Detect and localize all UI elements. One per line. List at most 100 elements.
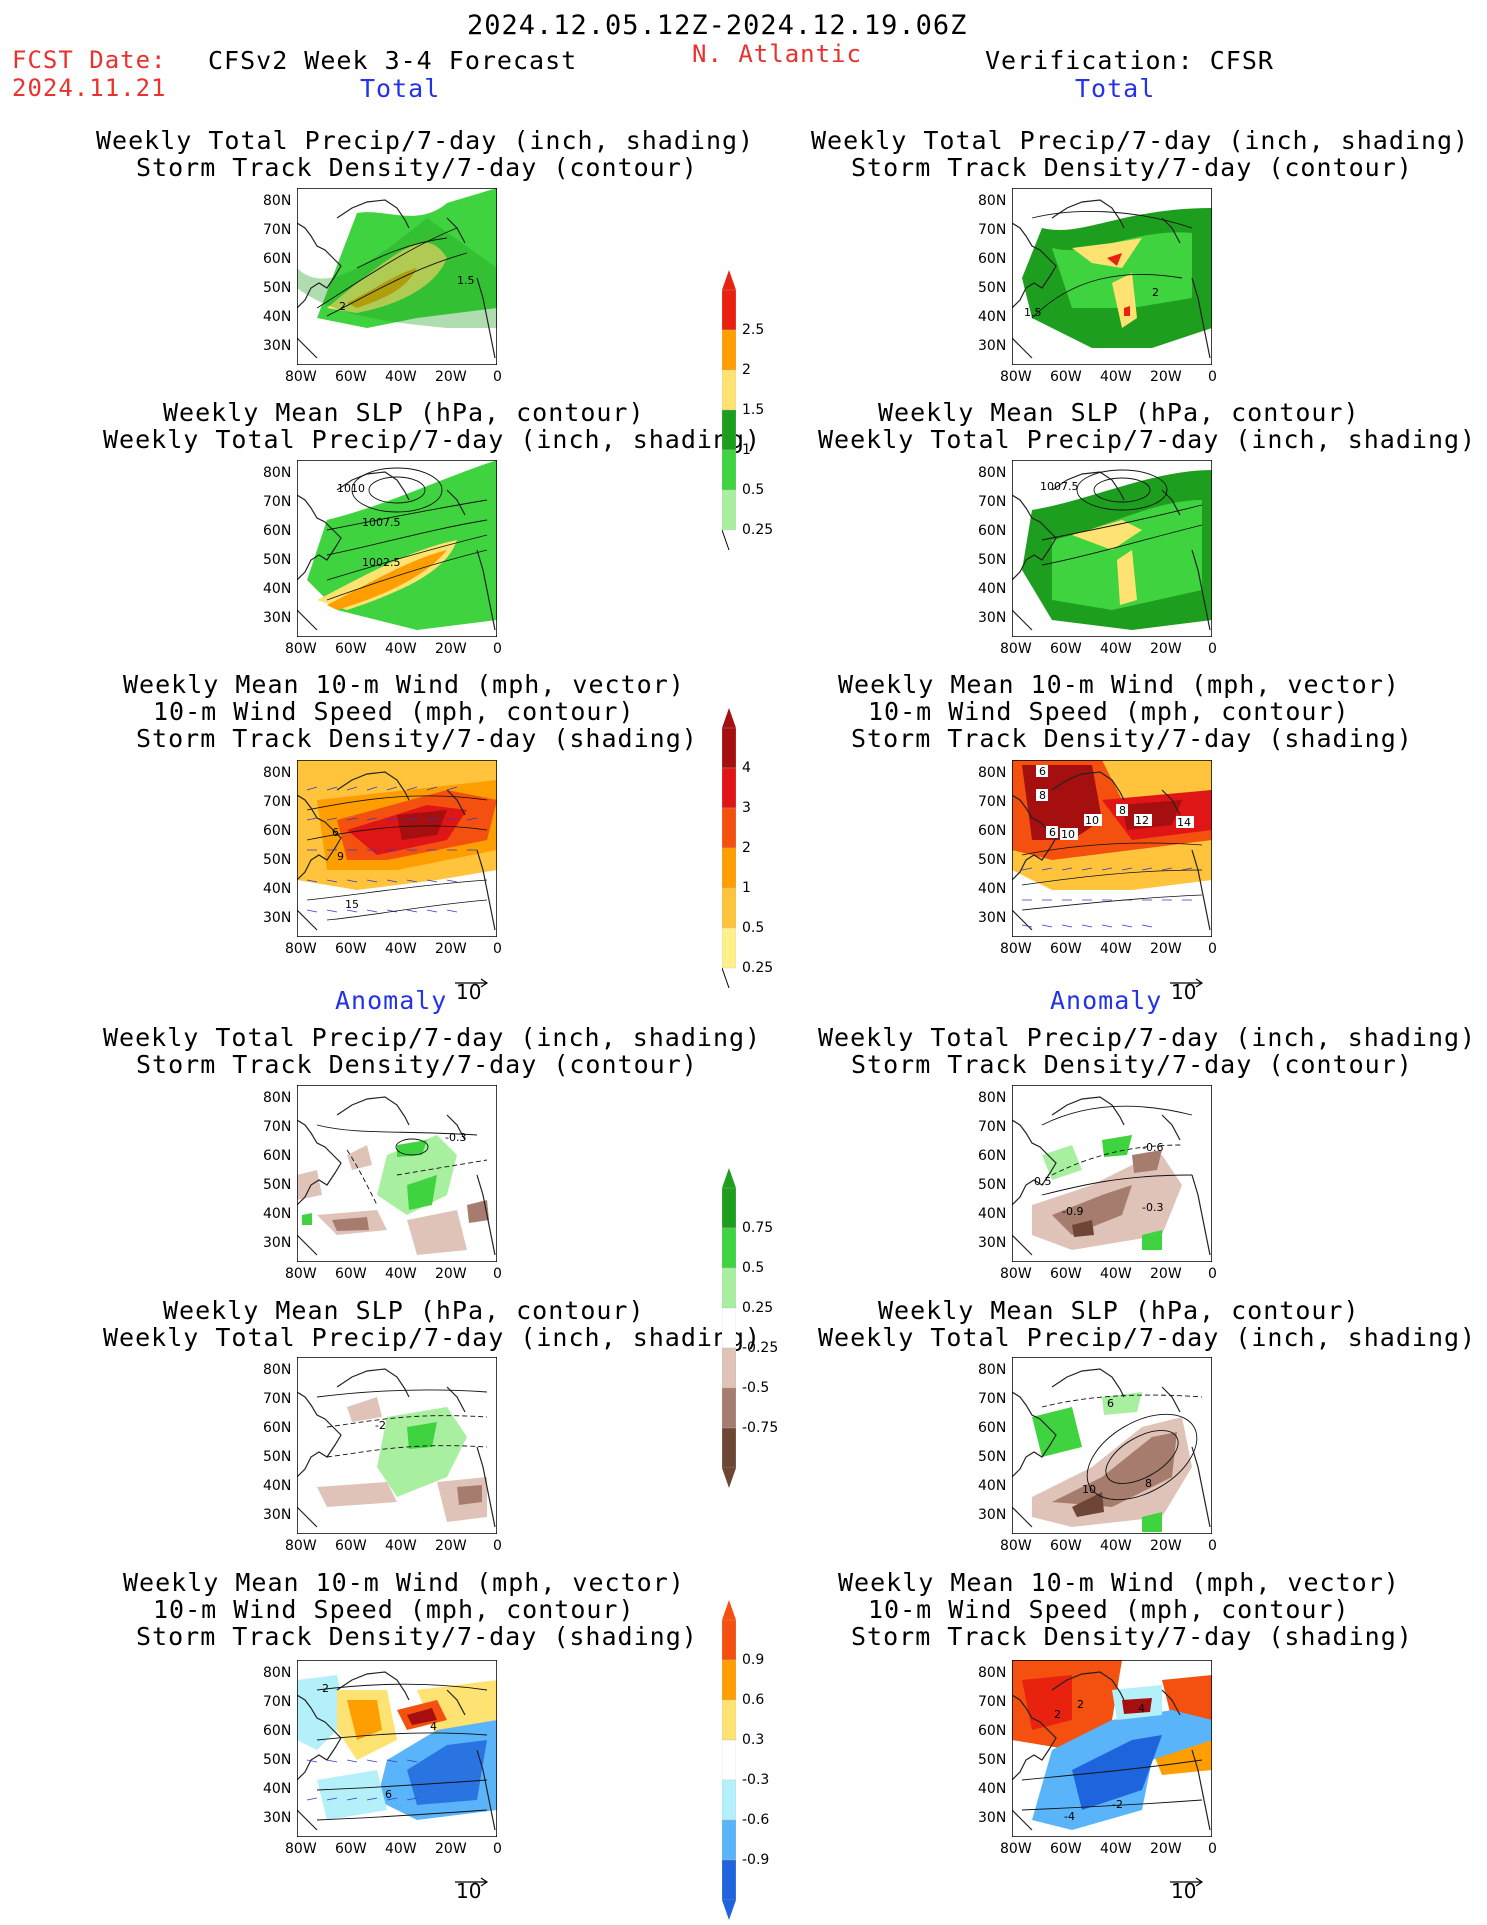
- lat-tick-label: 30N: [263, 1810, 292, 1826]
- lat-tick-label: 40N: [978, 581, 1007, 597]
- lat-tick-label: 30N: [978, 338, 1007, 354]
- lon-tick-label: 0: [1208, 1266, 1217, 1282]
- lat-tick-label: 60N: [263, 1148, 292, 1164]
- lon-tick-label: 20W: [1150, 1841, 1182, 1857]
- contour-label: 1.5: [1024, 306, 1042, 319]
- lat-tick-label: 50N: [263, 852, 292, 868]
- lat-tick-label: 40N: [263, 309, 292, 325]
- contour-label: 15: [345, 898, 359, 911]
- colorbar-swatch: [721, 1387, 737, 1429]
- contour-label: 8: [1119, 804, 1126, 817]
- lon-tick-label: 40W: [385, 1266, 417, 1282]
- colorbar-swatch: [721, 289, 737, 331]
- colorbar-swatch: [721, 329, 737, 371]
- lon-tick-label: 0: [1208, 1841, 1217, 1857]
- lat-tick-label: 60N: [263, 823, 292, 839]
- lon-tick-label: 40W: [1100, 369, 1132, 385]
- colorbar-swatch: [721, 927, 737, 969]
- contour-label: 12: [1135, 814, 1149, 827]
- colorbar-swatch: [721, 767, 737, 809]
- vector-ref-label: 10: [1171, 980, 1197, 1004]
- lon-tick-label: 60W: [335, 1538, 367, 1554]
- colorbar-label: 3: [742, 800, 751, 816]
- panel-title-f2-line1: Weekly Mean SLP (hPa, contour): [163, 398, 645, 427]
- colorbar-swatch: [721, 409, 737, 451]
- lat-tick-label: 70N: [263, 794, 292, 810]
- contour-label: -4: [1064, 1810, 1075, 1823]
- lon-tick-label: 80W: [285, 1266, 317, 1282]
- contour-label: 14: [1177, 816, 1191, 829]
- colorbar-swatch: [721, 1427, 737, 1469]
- lat-tick-label: 60N: [263, 251, 292, 267]
- lon-tick-label: 20W: [1150, 941, 1182, 957]
- colorbar-label: -0.3: [742, 1772, 770, 1788]
- colorbar-swatch: [721, 807, 737, 849]
- lat-tick-label: 60N: [978, 1723, 1007, 1739]
- lat-tick-label: 60N: [263, 523, 292, 539]
- map-ver-anom-precip: -0.6 0.5 -0.9 -0.3: [1012, 1085, 1212, 1262]
- contour-label: 2: [1054, 1708, 1061, 1721]
- lon-tick-label: 60W: [335, 641, 367, 657]
- map-fcst-anom-precip: -0.3: [297, 1085, 497, 1262]
- lon-tick-label: 40W: [385, 641, 417, 657]
- colorbar-label: 0.5: [742, 1260, 765, 1276]
- lat-tick-label: 50N: [263, 280, 292, 296]
- colorbar-label: 0.75: [742, 1220, 774, 1236]
- lon-tick-label: 80W: [1000, 1538, 1032, 1554]
- colorbar-swatch: [721, 449, 737, 491]
- region-title: N. Atlantic: [692, 40, 862, 68]
- contour-label: -2: [1112, 1798, 1123, 1811]
- lon-tick-label: 20W: [435, 641, 467, 657]
- contour-label: 6: [385, 1788, 392, 1801]
- contour-label: 10: [1085, 814, 1099, 827]
- map-fcst-wind-storm: 6 9 15: [297, 760, 497, 937]
- vector-ref-label: 10: [456, 980, 482, 1004]
- lon-tick-label: 60W: [335, 1266, 367, 1282]
- lat-tick-label: 70N: [263, 494, 292, 510]
- lat-tick-label: 50N: [263, 1177, 292, 1193]
- lon-tick-label: 20W: [1150, 1538, 1182, 1554]
- contour-label: 8: [1145, 1477, 1152, 1490]
- lat-tick-label: 30N: [263, 1507, 292, 1523]
- forecast-period: 2024.12.05.12Z-2024.12.19.06Z: [467, 10, 968, 41]
- panel-title-f2-line2: Weekly Total Precip/7-day (inch, shading…: [103, 425, 762, 454]
- contour-label: 6: [332, 826, 339, 839]
- contour-label: -0.3: [445, 1131, 466, 1144]
- lon-tick-label: 40W: [385, 941, 417, 957]
- colorbar-label: 0.5: [742, 920, 765, 936]
- contour-label: 1007.5: [362, 516, 401, 529]
- forecast-anomaly-label: Anomaly: [335, 986, 448, 1015]
- lon-tick-label: 40W: [1100, 641, 1132, 657]
- map-fcst-precip-storm: 2 1.5: [297, 188, 497, 365]
- lat-tick-label: 70N: [978, 494, 1007, 510]
- lon-tick-label: 80W: [285, 941, 317, 957]
- contour-label: 1007.5: [1040, 480, 1079, 493]
- lon-tick-label: 20W: [435, 1266, 467, 1282]
- panel-title-f1-line2: Storm Track Density/7-day (contour): [136, 153, 698, 182]
- colorbar-label: 0.6: [742, 1692, 765, 1708]
- lat-tick-label: 40N: [263, 1206, 292, 1222]
- lat-tick-label: 30N: [263, 910, 292, 926]
- panel-title-v2-line1: Weekly Mean SLP (hPa, contour): [878, 398, 1360, 427]
- lat-tick-label: 50N: [978, 1752, 1007, 1768]
- contour-label: 2: [1077, 1698, 1084, 1711]
- colorbar-label: 0.5: [742, 482, 765, 498]
- colorbar-label: 1: [742, 442, 751, 458]
- colorbar-label: -0.5: [742, 1380, 770, 1396]
- vector-ref-fcst-total: [454, 973, 490, 992]
- lon-tick-label: 0: [1208, 941, 1217, 957]
- lon-tick-label: 60W: [1050, 1266, 1082, 1282]
- vector-ref-fcst-anom: [454, 1872, 490, 1891]
- lon-tick-label: 20W: [435, 1841, 467, 1857]
- lon-tick-label: 40W: [1100, 1266, 1132, 1282]
- lat-tick-label: 30N: [978, 1235, 1007, 1251]
- lon-tick-label: 60W: [335, 369, 367, 385]
- map-ver-precip-storm: 2 1.5: [1012, 188, 1212, 365]
- map-ver-anom-wind: 2 2 4 -4 -2: [1012, 1660, 1212, 1837]
- lat-tick-label: 70N: [263, 222, 292, 238]
- contour-label: 2: [322, 1682, 329, 1695]
- colorbar-swatch: [721, 847, 737, 889]
- lon-tick-label: 0: [493, 369, 502, 385]
- lat-tick-label: 50N: [978, 552, 1007, 568]
- panel-title-v3-line3: Storm Track Density/7-day (shading): [851, 724, 1413, 753]
